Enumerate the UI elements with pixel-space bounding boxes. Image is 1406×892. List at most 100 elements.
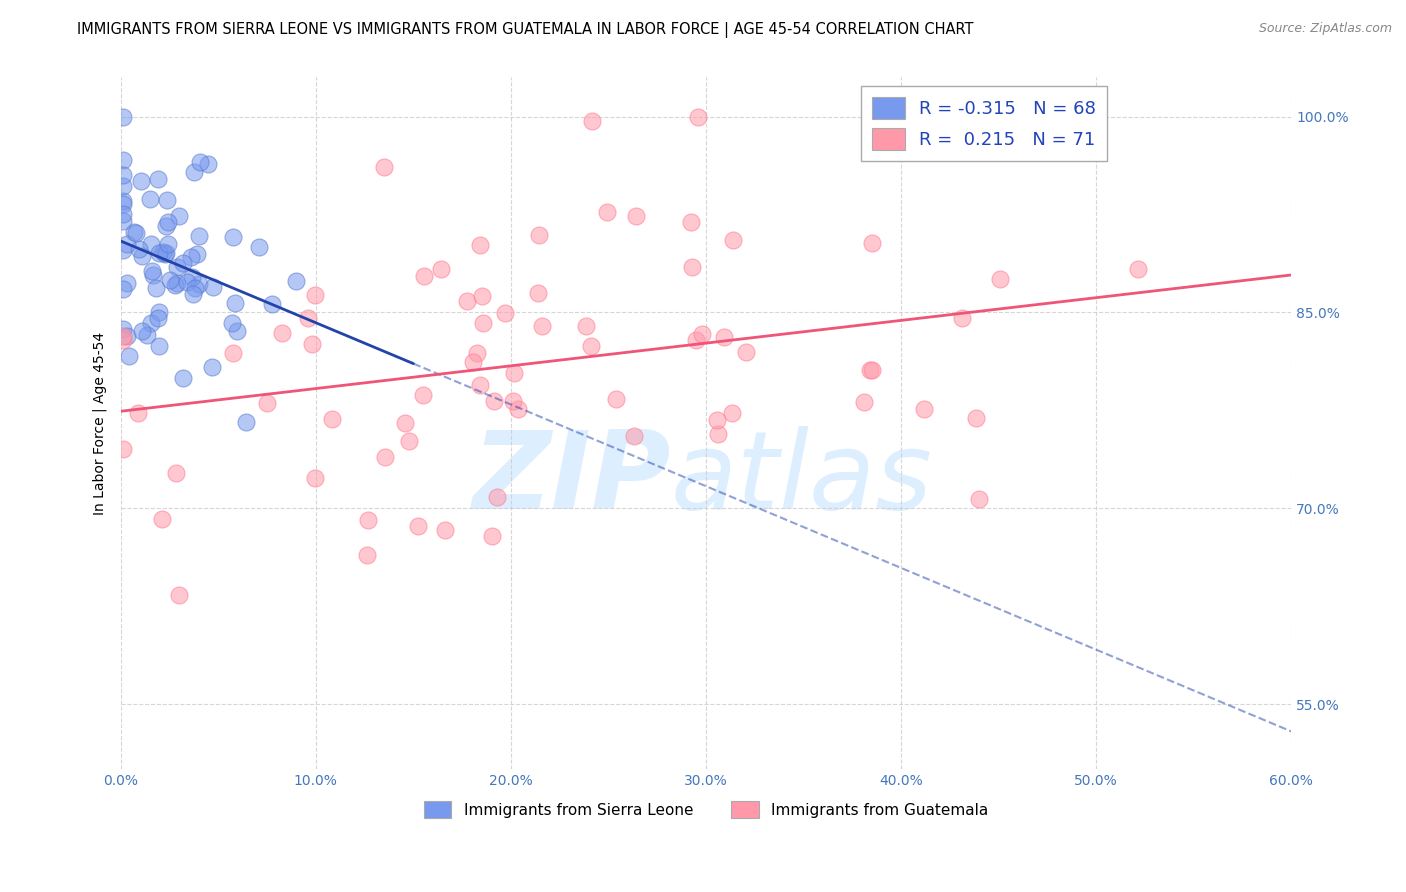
Point	[187, 277, 209, 291]
Point	[860, 362, 883, 376]
Point	[129, 174, 152, 188]
Point	[853, 395, 876, 409]
Point	[166, 276, 188, 290]
Point	[188, 229, 211, 244]
Point	[685, 333, 707, 347]
Point	[111, 207, 134, 221]
Point	[111, 196, 134, 211]
Point	[166, 260, 188, 274]
Point	[172, 371, 194, 385]
Point	[131, 324, 153, 338]
Point	[398, 434, 420, 449]
Point	[111, 168, 134, 182]
Point	[681, 215, 703, 229]
Point	[494, 306, 516, 320]
Point	[481, 528, 503, 542]
Point	[256, 395, 278, 409]
Point	[1128, 261, 1150, 276]
Point	[373, 161, 395, 175]
Point	[127, 406, 149, 420]
Point	[111, 333, 134, 347]
Point	[595, 205, 617, 219]
Point	[581, 114, 603, 128]
Point	[526, 285, 548, 300]
Point	[860, 235, 883, 250]
Point	[111, 194, 134, 208]
Point	[111, 110, 134, 124]
Point	[159, 273, 181, 287]
Point	[706, 412, 728, 426]
Point	[165, 466, 187, 480]
Point	[183, 165, 205, 179]
Point	[222, 345, 245, 359]
Point	[145, 281, 167, 295]
Point	[374, 450, 396, 464]
Point	[221, 316, 243, 330]
Text: Source: ZipAtlas.com: Source: ZipAtlas.com	[1258, 22, 1392, 36]
Point	[148, 246, 170, 260]
Point	[125, 226, 148, 240]
Point	[156, 236, 179, 251]
Point	[124, 225, 146, 239]
Point	[115, 237, 138, 252]
Point	[430, 261, 453, 276]
Point	[188, 155, 211, 169]
Point	[247, 240, 270, 254]
Point	[713, 329, 735, 343]
Point	[152, 244, 174, 259]
Point	[468, 377, 491, 392]
Point	[456, 293, 478, 308]
Point	[148, 305, 170, 319]
Point	[470, 238, 492, 252]
Point	[202, 279, 225, 293]
Point	[181, 286, 204, 301]
Point	[461, 354, 484, 368]
Point	[148, 311, 170, 326]
Point	[111, 153, 134, 167]
Point	[111, 442, 134, 457]
Point	[465, 346, 488, 360]
Point	[623, 429, 645, 443]
Point	[271, 326, 294, 341]
Text: ZIP: ZIP	[472, 425, 671, 532]
Point	[690, 326, 713, 341]
Point	[605, 392, 627, 406]
Point	[297, 310, 319, 325]
Point	[184, 281, 207, 295]
Point	[128, 242, 150, 256]
Point	[111, 282, 134, 296]
Text: IMMIGRANTS FROM SIERRA LEONE VS IMMIGRANTS FROM GUATEMALA IN LABOR FORCE | AGE 4: IMMIGRANTS FROM SIERRA LEONE VS IMMIGRAN…	[77, 22, 974, 38]
Point	[180, 270, 202, 285]
Point	[235, 415, 257, 429]
Y-axis label: In Labor Force | Age 45-54: In Labor Force | Age 45-54	[93, 332, 107, 515]
Point	[118, 349, 141, 363]
Point	[141, 263, 163, 277]
Point	[139, 193, 162, 207]
Point	[502, 366, 524, 380]
Point	[471, 289, 494, 303]
Point	[224, 296, 246, 310]
Point	[150, 512, 173, 526]
Point	[721, 406, 744, 420]
Point	[626, 209, 648, 223]
Point	[115, 329, 138, 343]
Point	[988, 271, 1011, 285]
Point	[967, 492, 990, 507]
Point	[721, 233, 744, 247]
Point	[176, 275, 198, 289]
Legend: Immigrants from Sierra Leone, Immigrants from Guatemala: Immigrants from Sierra Leone, Immigrants…	[418, 795, 994, 824]
Point	[412, 268, 434, 283]
Point	[301, 337, 323, 351]
Point	[707, 427, 730, 442]
Point	[472, 316, 495, 330]
Point	[225, 324, 247, 338]
Point	[153, 247, 176, 261]
Point	[165, 278, 187, 293]
Point	[148, 172, 170, 186]
Point	[172, 256, 194, 270]
Point	[197, 157, 219, 171]
Point	[111, 243, 134, 257]
Point	[155, 246, 177, 260]
Point	[529, 227, 551, 242]
Point	[169, 588, 191, 602]
